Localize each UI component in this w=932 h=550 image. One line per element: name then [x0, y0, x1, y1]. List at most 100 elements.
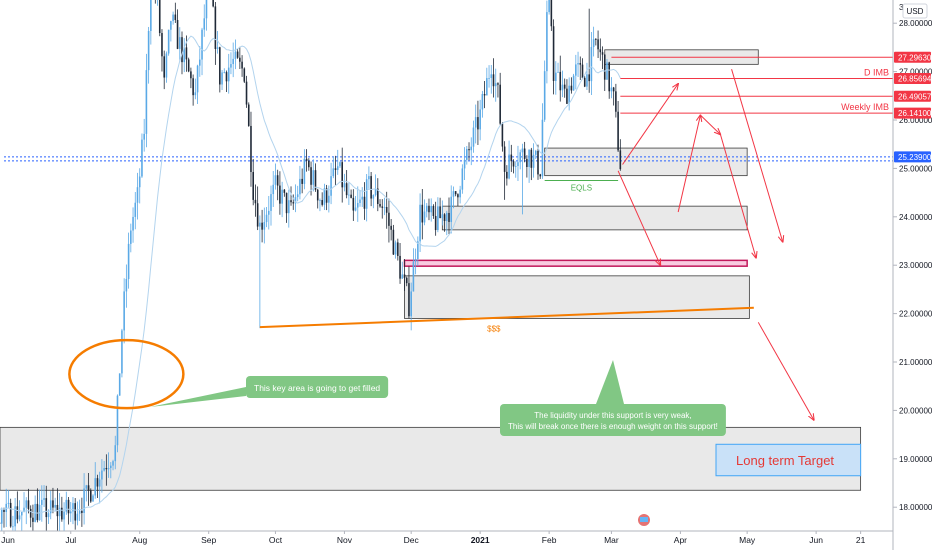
candle-body [619, 150, 622, 170]
target-box[interactable] [715, 443, 862, 477]
candle-body [543, 71, 546, 120]
candle-body [283, 189, 286, 193]
forecast-arrow[interactable] [757, 322, 814, 420]
x-tick-label: Apr [674, 535, 687, 545]
candle-body [183, 47, 186, 63]
candle-body [199, 59, 201, 66]
y-tick-label: 26.00000 [899, 116, 932, 125]
candle-body [308, 160, 310, 168]
candle-body [241, 61, 243, 69]
support-trendline[interactable] [259, 306, 754, 329]
candle-body [517, 162, 519, 166]
y-tick-label: 21.00000 [899, 358, 932, 367]
zone-rect[interactable] [404, 275, 750, 319]
candle-body [25, 500, 28, 508]
candle-body [581, 64, 584, 78]
candle-body [265, 214, 268, 223]
forecast-arrow[interactable] [700, 114, 720, 134]
level-label: D IMB [864, 68, 889, 78]
forecast-arrow[interactable] [617, 170, 660, 265]
currency-badge[interactable] [902, 3, 928, 19]
zone-rect[interactable] [441, 205, 748, 231]
candle-body [69, 511, 72, 514]
candle-body [54, 504, 56, 508]
zone-rect[interactable] [403, 259, 748, 267]
candle-body [381, 206, 384, 208]
forecast-arrow[interactable] [677, 115, 700, 213]
candle-body [477, 117, 479, 130]
candle-body [579, 63, 582, 65]
price-tag[interactable] [894, 73, 931, 85]
candle-body [47, 513, 50, 518]
candle-body [434, 215, 437, 231]
candle-body [586, 74, 588, 87]
candle-body [503, 146, 506, 172]
key-area-callout[interactable]: This key area is going to get filled [150, 376, 389, 407]
candle-body [243, 68, 246, 82]
price-tag[interactable] [894, 90, 931, 102]
candle-body [27, 500, 30, 509]
forecast-arrow[interactable] [622, 84, 679, 165]
y-tick-label: 20.00000 [899, 406, 932, 415]
candle-body [399, 255, 401, 279]
candle-body [41, 499, 43, 505]
candle-body [7, 502, 10, 504]
candle-body [196, 65, 199, 93]
candle-body [466, 149, 468, 160]
candle-body [414, 259, 417, 262]
candle-body [405, 277, 408, 284]
x-tick-label: Nov [337, 535, 353, 545]
candle-body [161, 33, 163, 57]
candle-body [285, 192, 288, 214]
candle-body [45, 498, 48, 518]
candle-body [272, 184, 275, 195]
candle-body [18, 515, 21, 520]
candle-body [534, 150, 537, 155]
candle-body [345, 183, 348, 196]
liquidity-callout[interactable]: The liquidity under this support is very… [500, 360, 726, 436]
candle-body [432, 205, 435, 216]
candle-body [521, 148, 524, 153]
candle-body [421, 204, 424, 223]
candle-body [147, 30, 150, 71]
candle-body [178, 37, 181, 49]
candle-body [194, 92, 197, 96]
zone-rect[interactable] [544, 147, 748, 177]
candle-body [136, 187, 139, 203]
price-tag[interactable] [894, 107, 931, 119]
price-tag-label: 26.49057 [898, 92, 932, 101]
candle-body [443, 214, 446, 222]
candle-body [512, 161, 515, 167]
price-tag[interactable] [894, 151, 931, 163]
candle-body [615, 91, 617, 112]
candle-body [165, 53, 168, 78]
candle-body [561, 84, 564, 91]
candle-body [314, 170, 317, 190]
candle-body [590, 47, 593, 82]
candle-body [532, 154, 535, 168]
candle-body [12, 526, 14, 528]
candle-body [125, 278, 128, 292]
candle-body [470, 146, 473, 151]
candle-body [270, 194, 272, 211]
candle-body [312, 170, 315, 185]
price-tag[interactable] [894, 51, 931, 63]
candle-body [67, 499, 70, 514]
candle-body [150, 0, 152, 31]
candle-body [550, 0, 553, 27]
candle-body [132, 216, 134, 231]
candle-body [425, 205, 428, 212]
callout-pointer [150, 387, 246, 407]
candle-body [332, 168, 335, 177]
candle-body [288, 200, 290, 214]
candle-body [392, 229, 395, 255]
candle-body [597, 39, 599, 50]
forecast-arrow[interactable] [731, 69, 783, 242]
key-area-ellipse[interactable] [68, 338, 185, 410]
forecast-arrow[interactable] [719, 134, 756, 258]
candle-body [261, 222, 263, 230]
candle-body [499, 84, 501, 124]
candle-body [394, 242, 397, 255]
candle-body [61, 507, 63, 520]
